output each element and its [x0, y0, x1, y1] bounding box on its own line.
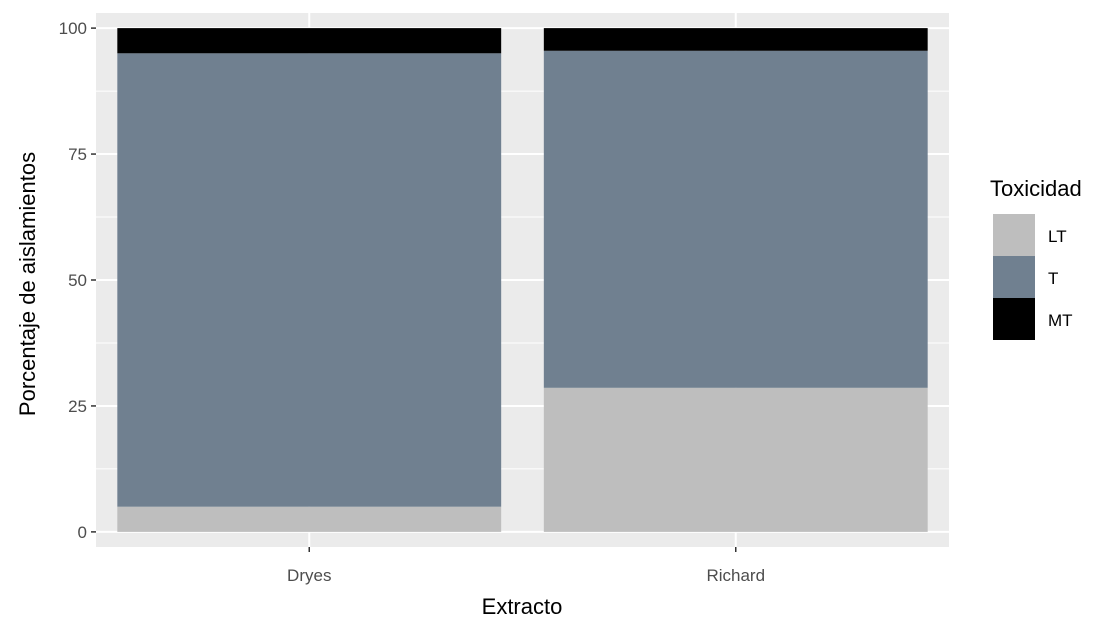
bar-segment-t-dryes [117, 53, 502, 507]
legend-title: Toxicidad [990, 176, 1082, 201]
legend-label-lt: LT [1048, 227, 1067, 246]
y-tick-label: 50 [68, 271, 87, 290]
bar-segment-lt-richard [543, 387, 928, 532]
y-tick-label: 25 [68, 397, 87, 416]
legend-label-mt: MT [1048, 311, 1073, 330]
legend-label-t: T [1048, 269, 1058, 288]
y-tick-label: 0 [78, 523, 87, 542]
legend-key-t [993, 256, 1035, 298]
x-tick-label: Richard [706, 566, 765, 585]
legend: Toxicidad LT T MT [990, 176, 1082, 340]
y-tick-label: 100 [59, 19, 87, 38]
bar-segment-mt-richard [543, 28, 928, 51]
y-axis: 0 25 50 75 100 [59, 19, 96, 542]
y-axis-title: Porcentaje de aislamientos [15, 152, 40, 416]
x-axis: Dryes Richard [287, 547, 765, 585]
legend-key-lt [993, 214, 1035, 256]
x-tick-label: Dryes [287, 566, 331, 585]
legend-key-mt [993, 298, 1035, 340]
bar-segment-lt-dryes [117, 506, 502, 532]
y-tick-label: 75 [68, 145, 87, 164]
bar-segment-mt-dryes [117, 28, 502, 54]
bars [117, 28, 928, 532]
x-axis-title: Extracto [482, 594, 563, 617]
bar-segment-t-richard [543, 50, 928, 388]
